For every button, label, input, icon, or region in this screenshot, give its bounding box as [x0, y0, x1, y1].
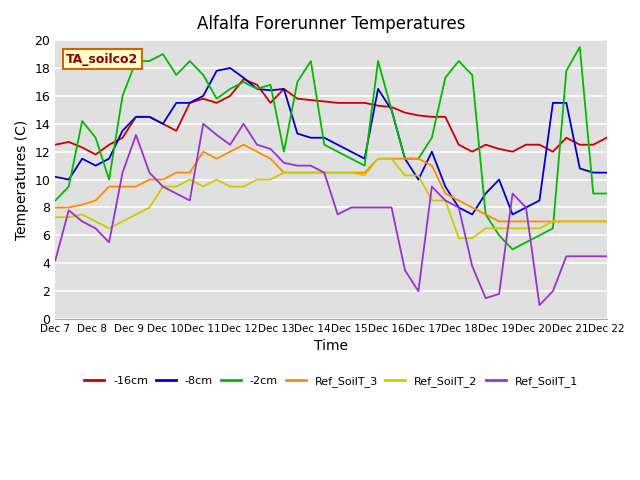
- Y-axis label: Temperatures (C): Temperatures (C): [15, 120, 29, 240]
- X-axis label: Time: Time: [314, 339, 348, 353]
- Text: TA_soilco2: TA_soilco2: [67, 53, 139, 66]
- Legend: -16cm, -8cm, -2cm, Ref_SoilT_3, Ref_SoilT_2, Ref_SoilT_1: -16cm, -8cm, -2cm, Ref_SoilT_3, Ref_Soil…: [80, 372, 582, 392]
- Title: Alfalfa Forerunner Temperatures: Alfalfa Forerunner Temperatures: [196, 15, 465, 33]
